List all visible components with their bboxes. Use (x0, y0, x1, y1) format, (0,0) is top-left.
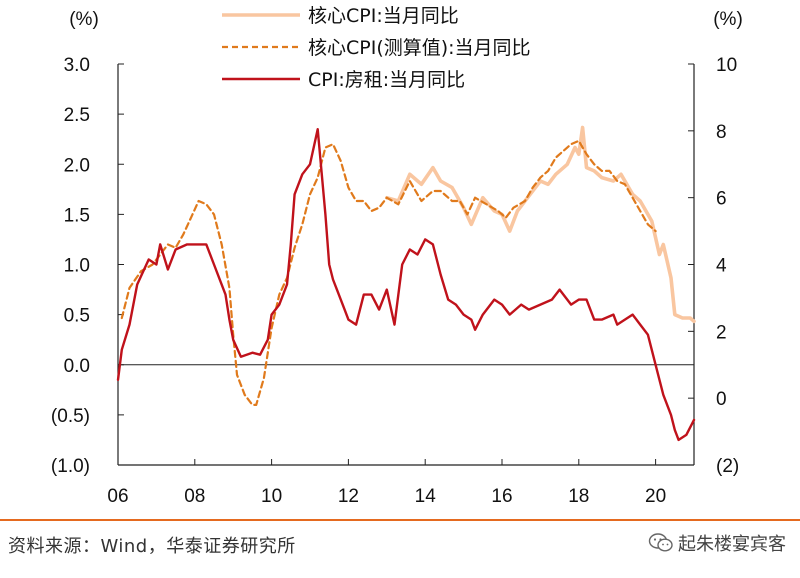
legend-label-2: CPI:房租:当月同比 (308, 69, 465, 91)
left-tick-label: 1.0 (64, 256, 90, 277)
right-tick-label: 10 (716, 55, 737, 76)
x-tick-label: 14 (415, 486, 437, 507)
left-tick-label: 0.0 (64, 356, 90, 377)
source-note: 资料来源：Wind，华泰证券研究所 (8, 536, 296, 557)
right-tick-label: 6 (716, 189, 727, 210)
wechat-icon (648, 533, 673, 552)
right-tick-label: 4 (716, 256, 727, 277)
x-tick-label: 12 (338, 486, 359, 507)
x-tick-label: 08 (184, 486, 205, 507)
axes: 3.02.52.01.51.00.50.0(0.5)(1.0)1086420(2… (51, 9, 743, 507)
series-line-1 (120, 139, 657, 406)
left-tick-label: 3.0 (64, 55, 90, 76)
left-tick-label: 0.5 (64, 306, 90, 327)
right-tick-label: (2) (716, 456, 739, 477)
watermark-text: 起朱楼宴宾客 (678, 534, 786, 555)
left-tick-label: 2.0 (64, 155, 90, 176)
left-tick-label: (1.0) (51, 456, 90, 477)
right-tick-label: 0 (716, 389, 727, 410)
left-tick-label: (0.5) (51, 406, 90, 427)
left-axis-unit: (%) (69, 9, 99, 30)
x-tick-label: 10 (261, 486, 282, 507)
x-tick-label: 18 (568, 486, 589, 507)
legend-label-0: 核心CPI:当月同比 (308, 5, 459, 27)
right-tick-label: 8 (716, 122, 727, 143)
x-tick-label: 06 (107, 486, 128, 507)
legend-label-1: 核心CPI(测算值):当月同比 (308, 37, 531, 59)
watermark: 起朱楼宴宾客 (648, 530, 786, 556)
left-tick-label: 2.5 (64, 105, 90, 126)
right-tick-label: 2 (716, 322, 727, 343)
footer-divider (0, 519, 800, 521)
series-line-0 (385, 125, 696, 324)
chart: 3.02.52.01.51.00.50.0(0.5)(1.0)1086420(2… (51, 5, 743, 507)
left-tick-label: 1.5 (64, 205, 90, 226)
series-line-2 (116, 127, 696, 442)
right-axis-unit: (%) (713, 9, 743, 30)
x-tick-label: 20 (645, 486, 666, 507)
x-tick-label: 16 (491, 486, 512, 507)
series-lines (116, 125, 696, 442)
